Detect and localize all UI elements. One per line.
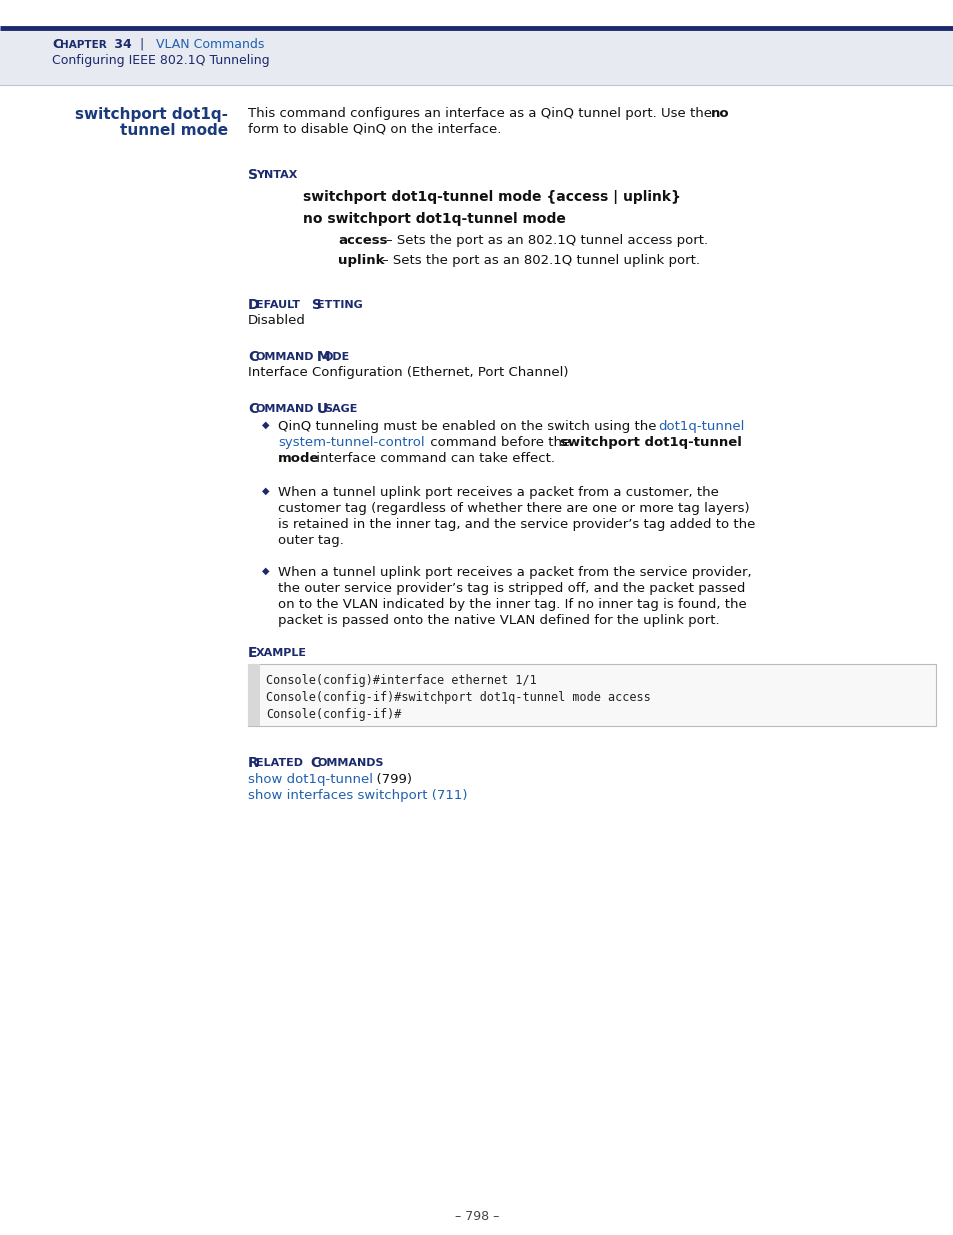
Text: When a tunnel uplink port receives a packet from a customer, the: When a tunnel uplink port receives a pac… — [277, 487, 719, 499]
Text: show dot1q-tunnel: show dot1q-tunnel — [248, 773, 373, 785]
Bar — [248, 664, 260, 726]
Text: C: C — [248, 350, 258, 364]
Text: switchport dot1q-tunnel mode {access | uplink}: switchport dot1q-tunnel mode {access | u… — [303, 190, 680, 204]
Text: C: C — [52, 38, 62, 51]
Text: ELATED: ELATED — [255, 757, 303, 767]
Text: When a tunnel uplink port receives a packet from the service provider,: When a tunnel uplink port receives a pac… — [277, 566, 751, 579]
Text: – Sets the port as an 802.1Q tunnel uplink port.: – Sets the port as an 802.1Q tunnel upli… — [381, 254, 700, 267]
Text: on to the VLAN indicated by the inner tag. If no inner tag is found, the: on to the VLAN indicated by the inner ta… — [277, 598, 746, 611]
Text: outer tag.: outer tag. — [277, 534, 343, 547]
Text: ◆: ◆ — [262, 420, 269, 430]
Text: This command configures an interface as a QinQ tunnel port. Use the: This command configures an interface as … — [248, 107, 716, 120]
Text: dot1q-tunnel: dot1q-tunnel — [658, 420, 743, 433]
Text: mode: mode — [277, 452, 319, 466]
Text: M: M — [312, 350, 331, 364]
Text: is retained in the inner tag, and the service provider’s tag added to the: is retained in the inner tag, and the se… — [277, 517, 755, 531]
Text: – Sets the port as an 802.1Q tunnel access port.: – Sets the port as an 802.1Q tunnel acce… — [386, 233, 707, 247]
Text: access: access — [337, 233, 387, 247]
Text: |: | — [132, 38, 152, 51]
Bar — [0, 28, 953, 85]
Text: system-tunnel-control: system-tunnel-control — [277, 436, 424, 450]
Text: tunnel mode: tunnel mode — [120, 124, 228, 138]
Text: VLAN Commands: VLAN Commands — [156, 38, 264, 51]
Text: S: S — [248, 168, 257, 182]
Text: (799): (799) — [368, 773, 412, 785]
Text: OMMANDS: OMMANDS — [317, 757, 384, 767]
Text: Disabled: Disabled — [248, 314, 306, 327]
Text: the outer service provider’s tag is stripped off, and the packet passed: the outer service provider’s tag is stri… — [277, 582, 744, 595]
Text: YNTAX: YNTAX — [255, 169, 297, 179]
Text: ETTING: ETTING — [316, 300, 362, 310]
Text: OMMAND: OMMAND — [255, 352, 314, 362]
Text: Configuring IEEE 802.1Q Tunneling: Configuring IEEE 802.1Q Tunneling — [52, 54, 270, 67]
Text: customer tag (regardless of whether there are one or more tag layers): customer tag (regardless of whether ther… — [277, 501, 749, 515]
Text: interface command can take effect.: interface command can take effect. — [312, 452, 555, 466]
Text: command before the: command before the — [426, 436, 574, 450]
Text: HAPTER: HAPTER — [60, 40, 107, 49]
Text: C: C — [306, 756, 321, 769]
Text: switchport dot1q-: switchport dot1q- — [75, 107, 228, 122]
Text: U: U — [312, 403, 328, 416]
Text: E: E — [248, 646, 257, 659]
Text: form to disable QinQ on the interface.: form to disable QinQ on the interface. — [248, 124, 501, 136]
Text: switchport dot1q-tunnel: switchport dot1q-tunnel — [559, 436, 741, 450]
Text: no: no — [710, 107, 729, 120]
Text: no switchport dot1q-tunnel mode: no switchport dot1q-tunnel mode — [303, 212, 565, 226]
Text: Interface Configuration (Ethernet, Port Channel): Interface Configuration (Ethernet, Port … — [248, 366, 568, 379]
Text: R: R — [248, 756, 258, 769]
Text: EFAULT: EFAULT — [255, 300, 299, 310]
Bar — [248, 664, 935, 726]
Text: show interfaces switchport (711): show interfaces switchport (711) — [248, 789, 467, 802]
Text: D: D — [248, 298, 259, 312]
Text: SAGE: SAGE — [324, 404, 357, 414]
Text: uplink: uplink — [337, 254, 384, 267]
Text: S: S — [307, 298, 321, 312]
Text: – 798 –: – 798 – — [455, 1210, 498, 1223]
Text: C: C — [248, 403, 258, 416]
Text: OMMAND: OMMAND — [255, 404, 314, 414]
Text: XAMPLE: XAMPLE — [255, 647, 307, 657]
Text: packet is passed onto the native VLAN defined for the uplink port.: packet is passed onto the native VLAN de… — [277, 614, 719, 627]
Text: 34: 34 — [110, 38, 132, 51]
Text: QinQ tunneling must be enabled on the switch using the: QinQ tunneling must be enabled on the sw… — [277, 420, 660, 433]
Text: ◆: ◆ — [262, 566, 269, 576]
Text: ODE: ODE — [324, 352, 350, 362]
Text: Console(config-if)#: Console(config-if)# — [266, 708, 401, 721]
Text: Console(config-if)#switchport dot1q-tunnel mode access: Console(config-if)#switchport dot1q-tunn… — [266, 692, 650, 704]
Text: ◆: ◆ — [262, 487, 269, 496]
Text: Console(config)#interface ethernet 1/1: Console(config)#interface ethernet 1/1 — [266, 674, 537, 687]
